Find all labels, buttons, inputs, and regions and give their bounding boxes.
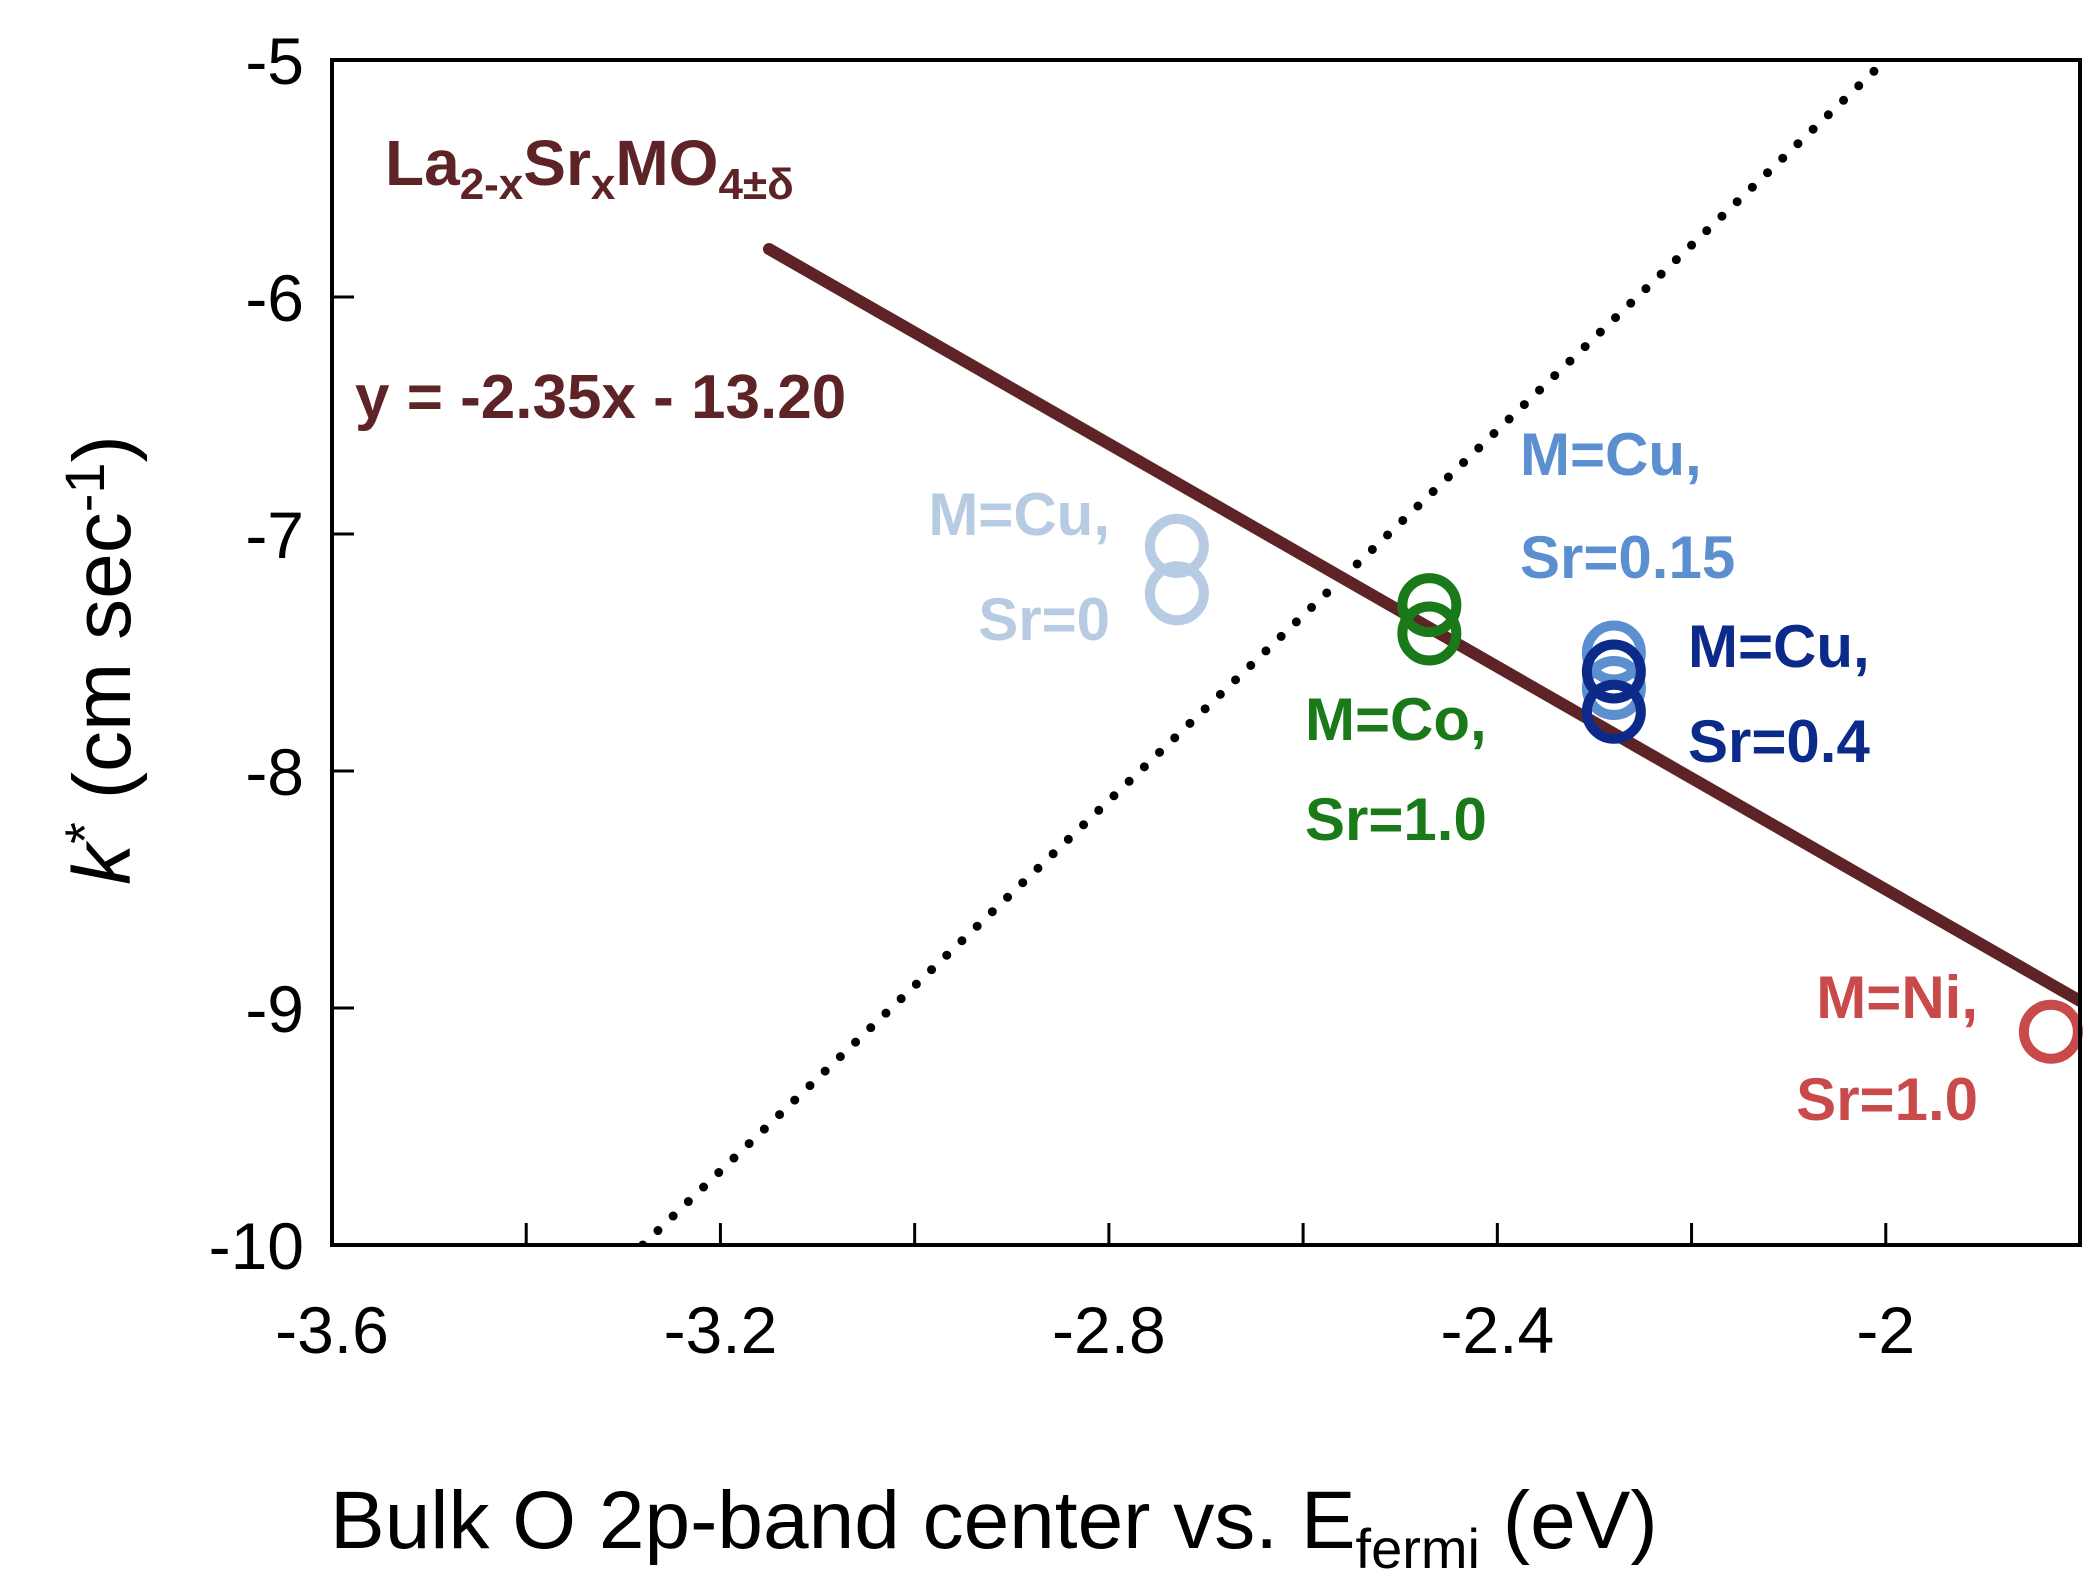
- series-label-line1: M=Co,: [1305, 686, 1487, 753]
- y-tick-label: -8: [245, 735, 304, 809]
- compound-sr-sub: x: [591, 160, 616, 209]
- plot-frame: [330, 58, 2082, 1247]
- y-axis-title: k* (cm sec-1): [53, 435, 148, 885]
- x-axis-title-unit: (eV): [1480, 1475, 1658, 1566]
- y-tick-label: -6: [245, 261, 304, 335]
- x-axis-title-sub: fermi: [1356, 1517, 1480, 1580]
- series-label-line2: Sr=0: [978, 586, 1110, 653]
- series-label-line1: M=Cu,: [1520, 421, 1702, 488]
- y-axis-title-k: k: [57, 840, 148, 885]
- compound-mo-sub: 4±δ: [718, 160, 793, 209]
- x-tick-label: -2.4: [1440, 1293, 1554, 1367]
- y-tick-label: -5: [245, 24, 304, 98]
- compound-sr: Sr: [523, 127, 591, 199]
- series-label-line2: Sr=0.4: [1688, 708, 1870, 775]
- data-points-layer: [1144, 513, 2083, 1064]
- data-point: [1581, 679, 1646, 744]
- x-axis-title: Bulk O 2p-band center vs. Efermi (eV): [330, 1475, 1658, 1580]
- reference-line-layer: [638, 60, 1891, 1245]
- series-label-line1: M=Cu,: [1688, 613, 1870, 680]
- reference-dotted-line: [638, 60, 1891, 1245]
- fit-equation: y = -2.35x - 13.20: [355, 363, 846, 432]
- x-tick-label: -3.6: [275, 1293, 389, 1367]
- data-point: [1144, 513, 1209, 578]
- series-label-line1: M=Cu,: [928, 481, 1110, 548]
- data-point: [1581, 639, 1646, 704]
- series-label-line1: M=Ni,: [1816, 964, 1978, 1031]
- compound-la-sub: 2-x: [460, 160, 524, 209]
- fit-line: [763, 243, 2080, 1007]
- x-axis-title-main: Bulk O 2p-band center vs. E: [330, 1475, 1356, 1566]
- x-tick-label: -2.8: [1052, 1293, 1166, 1367]
- x-tick-label: -3.2: [664, 1293, 778, 1367]
- x-tick-label: -2: [1856, 1293, 1915, 1367]
- y-axis-title-units: (cm sec: [57, 512, 148, 822]
- axis-ticks: -3.6 -3.2 -2.8 -2.4 -2 -5 -6 -7 -8 -9 -10: [209, 24, 2082, 1367]
- compound-mo: MO: [615, 127, 718, 199]
- data-point: [1397, 601, 1462, 666]
- series-label-line2: Sr=1.0: [1305, 786, 1487, 853]
- y-tick-label: -10: [209, 1209, 304, 1283]
- y-axis-title-exp: -1: [53, 462, 116, 512]
- y-axis-title-star: *: [53, 822, 116, 844]
- compound-la: La: [385, 127, 460, 199]
- compound-label: La2-xSrxMO4±δ: [385, 127, 794, 209]
- data-point: [1397, 573, 1462, 638]
- series-label-line2: Sr=1.0: [1796, 1066, 1978, 1133]
- series-label-line2: Sr=0.15: [1520, 524, 1735, 591]
- y-tick-label: -7: [245, 498, 304, 572]
- data-point: [2018, 999, 2083, 1064]
- data-point: [1144, 561, 1209, 626]
- annotations: M=Cu, Sr=0 M=Co, Sr=1.0 M=Cu, Sr=0.15 M=Cu, Sr=…: [928, 421, 1978, 1133]
- y-tick-label: -9: [245, 972, 304, 1046]
- fit-line-layer: [763, 243, 2080, 1007]
- y-axis-title-close: ): [57, 435, 148, 462]
- data-point: [1581, 620, 1646, 685]
